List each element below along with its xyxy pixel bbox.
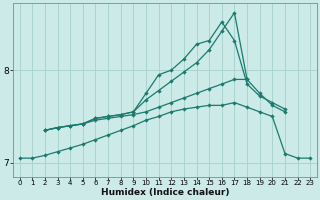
X-axis label: Humidex (Indice chaleur): Humidex (Indice chaleur) xyxy=(101,188,229,197)
